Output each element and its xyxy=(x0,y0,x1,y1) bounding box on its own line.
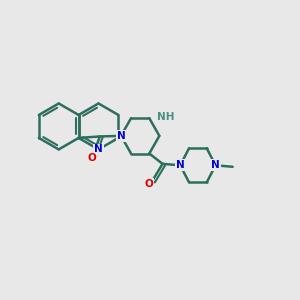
Text: N: N xyxy=(211,160,220,170)
Text: NH: NH xyxy=(157,112,174,122)
Text: N: N xyxy=(176,160,184,170)
Text: N: N xyxy=(94,144,103,154)
Text: O: O xyxy=(88,153,96,163)
Text: N: N xyxy=(117,131,125,141)
Text: O: O xyxy=(144,179,153,189)
